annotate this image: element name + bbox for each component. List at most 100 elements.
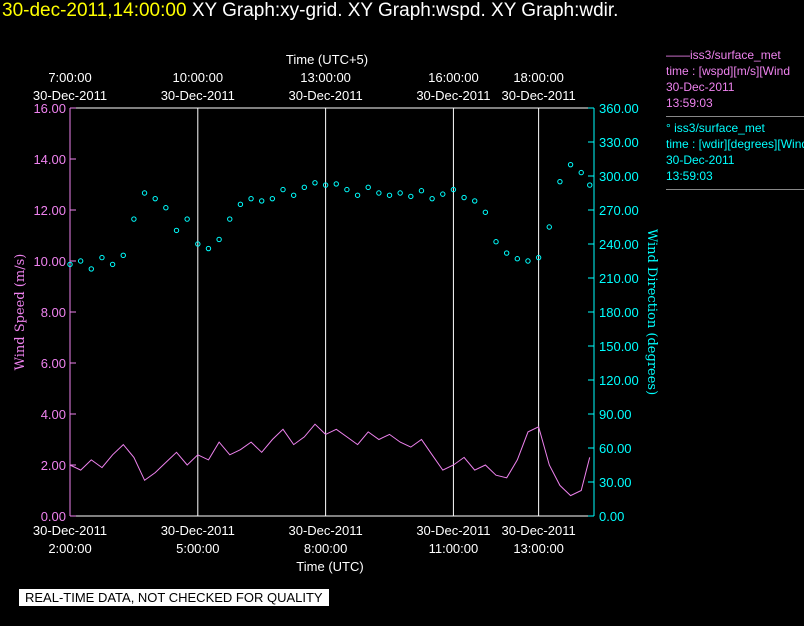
y-right-tick-label: 180.00 bbox=[599, 305, 639, 320]
wdir-point bbox=[195, 241, 201, 247]
legend-wdir: ° iss3/surface_met time : [wdir][degrees… bbox=[666, 117, 804, 190]
y-right-tick-label: 330.00 bbox=[599, 135, 639, 150]
y-left-tick-label: 6.00 bbox=[41, 356, 66, 371]
y-left-tick-label: 0.00 bbox=[41, 509, 66, 524]
wspd-series-line bbox=[69, 423, 591, 497]
wdir-point bbox=[567, 161, 574, 168]
legend: ——iss3/surface_met time : [wspd][m/s][Wi… bbox=[666, 44, 804, 190]
wdir-point bbox=[301, 184, 308, 191]
x-top-tick-time: 18:00:00 bbox=[513, 70, 564, 85]
y-left-tick-label: 4.00 bbox=[41, 407, 66, 422]
y-right-tick-label: 150.00 bbox=[599, 339, 639, 354]
y-axis-right-label: Wind Direction (degrees) bbox=[644, 229, 659, 395]
wdir-point bbox=[67, 261, 73, 268]
x-top-tick-date: 30-Dec-2011 bbox=[502, 88, 576, 103]
y-right-tick-label: 90.00 bbox=[599, 407, 632, 422]
wdir-point bbox=[322, 182, 329, 188]
x-bottom-tick-date: 30-Dec-2011 bbox=[416, 523, 490, 538]
legend-wdir-var: time : [wdir][degrees][Wind bbox=[666, 137, 804, 151]
y-right-tick-label: 360.00 bbox=[599, 101, 639, 116]
wdir-point bbox=[397, 190, 403, 196]
wdir-point bbox=[503, 250, 510, 256]
x-bottom-tick-date: 30-Dec-2011 bbox=[33, 523, 107, 538]
wdir-point bbox=[269, 195, 276, 202]
x-top-tick-date: 30-Dec-2011 bbox=[33, 88, 107, 103]
x-top-tick-date: 30-Dec-2011 bbox=[289, 88, 363, 103]
wdir-point bbox=[587, 182, 593, 188]
title-timestamp: 30-dec-2011,14:00:00 bbox=[2, 0, 187, 21]
x-top-tick-date: 30-Dec-2011 bbox=[161, 88, 235, 103]
y-left-tick-label: 10.00 bbox=[33, 254, 66, 269]
wdir-point bbox=[450, 186, 457, 193]
bottom-axis-title: Time (UTC) bbox=[296, 559, 363, 574]
x-bottom-tick-time: 8:00:00 bbox=[304, 541, 347, 556]
wdir-point bbox=[131, 216, 137, 222]
wdir-point bbox=[152, 195, 158, 202]
wdir-point bbox=[163, 205, 169, 211]
y-right-tick-label: 240.00 bbox=[599, 237, 639, 252]
wdir-point bbox=[440, 191, 446, 197]
wdir-point bbox=[535, 254, 542, 261]
legend-wspd: ——iss3/surface_met time : [wspd][m/s][Wi… bbox=[666, 44, 804, 117]
y-axis-left-label: Wind Speed (m/s) bbox=[13, 254, 28, 371]
wdir-point bbox=[237, 201, 244, 208]
y-left-tick-label: 2.00 bbox=[41, 458, 66, 473]
y-left-tick-label: 12.00 bbox=[33, 203, 66, 218]
wdir-point bbox=[546, 224, 552, 230]
x-bottom-tick-time: 2:00:00 bbox=[48, 541, 91, 556]
wdir-point bbox=[77, 258, 84, 264]
wdir-point bbox=[248, 195, 254, 202]
wdir-point bbox=[205, 245, 212, 252]
series-layer bbox=[67, 161, 593, 497]
legend-wspd-time: 13:59:03 bbox=[666, 96, 713, 110]
wdir-point bbox=[173, 227, 180, 234]
wdir-point bbox=[557, 178, 563, 185]
wdir-point bbox=[354, 192, 361, 198]
x-top-tick-date: 30-Dec-2011 bbox=[416, 88, 490, 103]
wdir-point bbox=[578, 169, 584, 176]
wdir-point bbox=[141, 190, 148, 196]
x-bottom-tick-date: 30-Dec-2011 bbox=[161, 523, 235, 538]
wdir-point bbox=[493, 239, 499, 245]
y-right-tick-label: 210.00 bbox=[599, 271, 639, 286]
x-bottom-tick-time: 5:00:00 bbox=[176, 541, 219, 556]
wdir-point bbox=[386, 192, 393, 198]
legend-wspd-date: 30-Dec-2011 bbox=[666, 80, 735, 94]
wdir-point bbox=[290, 192, 297, 198]
wdir-point bbox=[259, 198, 265, 204]
axes-layer bbox=[69, 107, 595, 517]
ticks-layer: 0.00 2.00 4.00 6.00 8.00 10.00 12.00 14.00 16.00… bbox=[33, 70, 639, 556]
wdir-point bbox=[99, 254, 105, 261]
y-right-tick-label: 300.00 bbox=[599, 169, 639, 184]
x-bottom-tick-date: 30-Dec-2011 bbox=[502, 523, 576, 538]
y-left-tick-label: 8.00 bbox=[41, 305, 66, 320]
wdir-point bbox=[365, 184, 371, 191]
x-bottom-tick-date: 30-Dec-2011 bbox=[289, 523, 363, 538]
wdir-point bbox=[312, 180, 318, 186]
wdir-point bbox=[109, 261, 116, 268]
x-top-tick-time: 7:00:00 bbox=[48, 70, 91, 85]
legend-wdir-time: 13:59:03 bbox=[666, 169, 713, 183]
wdir-point bbox=[88, 266, 95, 272]
y-right-tick-label: 60.00 bbox=[599, 441, 632, 456]
wdir-point bbox=[227, 216, 233, 222]
wdir-point bbox=[280, 186, 286, 193]
wdir-point bbox=[216, 236, 222, 243]
page-title: 30-dec-2011,14:00:00 XY Graph:xy-grid. X… bbox=[2, 0, 618, 22]
wdir-point bbox=[333, 181, 339, 187]
wdir-point bbox=[184, 216, 190, 222]
x-top-tick-time: 16:00:00 bbox=[428, 70, 479, 85]
y-left-tick-label: 14.00 bbox=[33, 152, 66, 167]
legend-wdir-date: 30-Dec-2011 bbox=[666, 153, 735, 167]
x-bottom-tick-time: 11:00:00 bbox=[429, 541, 479, 556]
legend-wspd-var: time : [wspd][m/s][Wind bbox=[666, 64, 791, 78]
x-top-tick-time: 10:00:00 bbox=[173, 70, 224, 85]
wdir-point bbox=[514, 256, 521, 262]
y-right-tick-label: 30.00 bbox=[599, 475, 632, 490]
wdir-point bbox=[376, 190, 382, 196]
x-top-tick-time: 13:00:00 bbox=[300, 70, 351, 85]
legend-wdir-line: ° iss3/surface_met bbox=[666, 121, 765, 135]
top-axis-title: Time (UTC+5) bbox=[286, 52, 368, 67]
wdir-point bbox=[472, 198, 478, 204]
